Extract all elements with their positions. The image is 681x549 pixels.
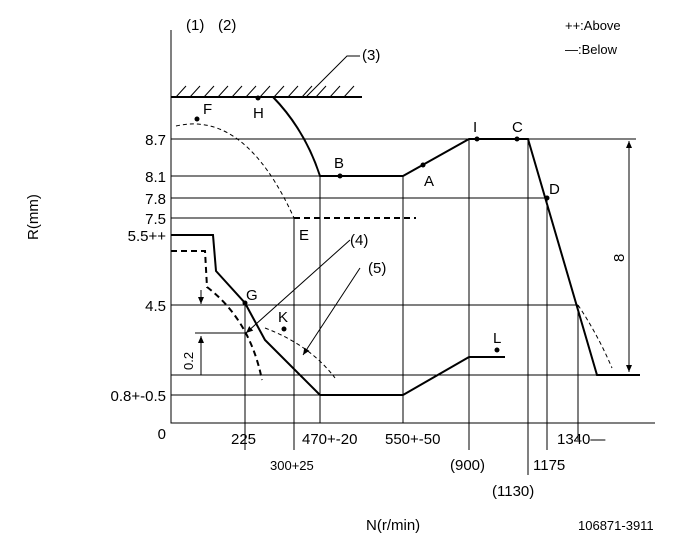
dot [242,300,248,306]
curve-upper-dashed [175,123,295,219]
leader-4 [245,239,351,334]
y-label: 5.5++ [128,228,167,245]
x-label: 1340— [557,431,605,448]
dot [474,136,480,142]
point: G [246,287,258,304]
legend-above: ++:Above [565,18,621,33]
x-label: 470+-20 [302,431,357,448]
dot [194,116,200,122]
y-label: 0.8+-0.5 [111,388,166,405]
callout: (5) [368,260,386,277]
mark: (1) [186,17,204,34]
point: H [253,105,264,122]
dot [544,195,550,201]
point: B [334,155,344,172]
x-label: 225 [231,431,256,448]
point: K [278,309,288,326]
y-label: 8.7 [145,132,166,149]
x-label: 1175 [533,457,565,474]
mark: (2) [218,17,236,34]
callout: (4) [350,232,368,249]
leader-5 [302,267,361,356]
x-label: 550+-50 [385,431,440,448]
figure-code: 106871-3911 [578,518,654,533]
y-title: R(mm) [25,194,42,240]
point-dots [194,95,550,353]
y-label: 8.1 [145,169,166,186]
y-label: 7.8 [145,191,166,208]
ref-lines [171,138,636,396]
shape: 8.7 8.1 7.8 7.5 5.5++ 4.5 0.8+-0.5 0 [111,132,167,443]
dot [255,95,261,101]
point: E [299,227,309,244]
y-label: 4.5 [145,298,166,315]
dot [494,347,500,353]
callout: 0.2 [181,352,196,370]
legend-below: —:Below [565,42,618,57]
x-title: N(r/min) [366,517,420,534]
dot [420,162,426,168]
y-label: 7.5 [145,211,166,228]
callout: 8 [611,254,628,262]
dot [281,326,287,332]
callout: (3) [362,47,380,64]
point: I [473,119,477,136]
curve-lower-dashed [171,250,263,381]
point: C [512,119,523,136]
axis [170,30,655,424]
point: F [203,101,212,118]
dot [337,173,343,179]
x-label: (1130) [492,483,534,500]
hatch [175,85,355,98]
point: D [549,181,560,198]
dot [514,136,520,142]
leader-3 [305,55,360,98]
point: A [424,173,434,190]
curve-k [264,327,336,379]
y-label: 0 [158,426,166,443]
x-label: 300+25 [270,458,314,473]
curve-lower [171,234,505,396]
curve-right [577,304,613,369]
x-label: (900) [450,457,485,474]
ref-lines [244,139,579,475]
point: L [493,330,501,347]
